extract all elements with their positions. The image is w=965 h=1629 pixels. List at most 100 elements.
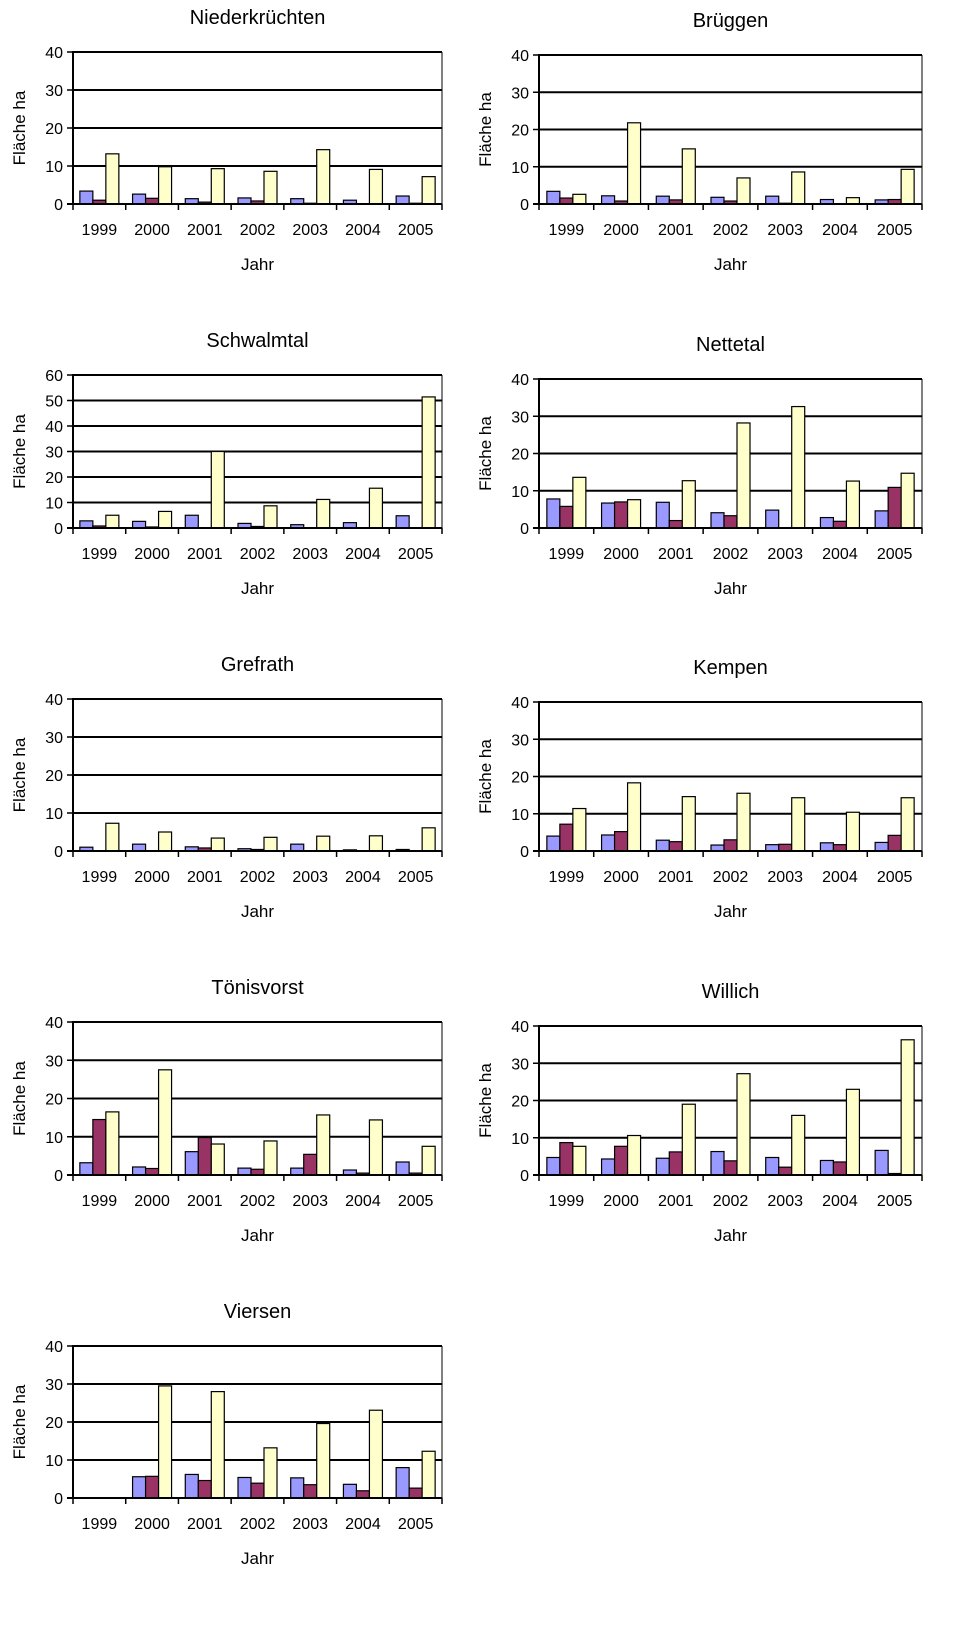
x-tick-label: 2005	[398, 1516, 434, 1533]
bar-series2-1999	[559, 505, 574, 529]
x-tick-label: 2002	[240, 1516, 276, 1533]
bar-series3-2001	[681, 1103, 696, 1176]
x-tick-label: 2003	[292, 546, 328, 563]
y-tick-label: 30	[45, 1053, 63, 1070]
chart-3: Nettetal 0 10 20 30 40 Fläche ha 1999 2000 2001 20…	[476, 334, 923, 598]
bar-series2-2004	[832, 520, 848, 529]
y-axis-label: Fläche ha	[476, 416, 495, 491]
y-tick-label: 40	[511, 372, 529, 389]
y-tick-label: 0	[54, 844, 63, 861]
x-tick-label: 2000	[603, 222, 639, 239]
bar-series3-1999	[105, 514, 120, 529]
bar-series2-2005	[887, 834, 902, 852]
bar-series3-2002	[263, 170, 278, 205]
y-tick-label: 10	[45, 1453, 63, 1470]
bar-series1-2005	[395, 1161, 410, 1176]
bar-series2-2005	[408, 1487, 423, 1499]
bar-series3-2005	[421, 827, 436, 852]
y-tick-label: 20	[45, 121, 63, 138]
bar-series3-2003	[316, 498, 331, 529]
y-tick-label: 20	[511, 1094, 529, 1111]
y-tick-label: 0	[54, 197, 63, 214]
chart-title: Kempen	[693, 657, 768, 679]
bar-series3-2002	[736, 1073, 751, 1176]
x-tick-label: 2004	[345, 1516, 381, 1533]
bar-series1-2003	[765, 509, 780, 529]
bar-series3-2005	[900, 797, 915, 852]
bar-series3-2004	[845, 1088, 861, 1176]
bar-series3-2000	[157, 166, 173, 205]
x-tick-label: 2003	[292, 1193, 328, 1210]
x-tick-label: 2002	[713, 1193, 749, 1210]
bar-series3-2005	[421, 1450, 436, 1499]
y-tick-label: 0	[520, 197, 529, 214]
bar-series3-2000	[157, 831, 173, 852]
x-tick-label: 2001	[658, 546, 694, 563]
bar-series1-2000	[600, 1158, 616, 1176]
bar-series2-2003	[778, 1166, 793, 1176]
bar-series3-1999	[105, 1111, 120, 1176]
y-tick-label: 20	[45, 1092, 63, 1109]
bar-series3-2005	[900, 472, 915, 529]
bar-series3-2004	[368, 1119, 384, 1176]
y-tick-label: 0	[54, 1168, 63, 1185]
bar-series3-2005	[900, 1039, 915, 1176]
bar-series3-2003	[316, 1422, 331, 1499]
y-tick-label: 40	[45, 1015, 63, 1032]
chart-2: Schwalmtal 0 10 20 30 40 50 60 Fläche ha 1999 2000…	[10, 330, 443, 598]
x-tick-label: 2004	[345, 222, 381, 239]
x-tick-label: 2005	[398, 222, 434, 239]
y-tick-label: 0	[520, 844, 529, 861]
x-axis-label: Jahr	[241, 255, 274, 274]
x-tick-label: 2002	[240, 1193, 276, 1210]
chart-0: Niederkrüchten 0 10 20 30 40 Fläche ha 1999 2000…	[10, 7, 443, 274]
x-tick-label: 1999	[549, 1193, 585, 1210]
y-tick-label: 30	[511, 1056, 529, 1073]
bar-series1-2004	[342, 1483, 358, 1499]
bar-series3-2002	[263, 505, 278, 529]
bar-series1-1999	[79, 520, 94, 529]
x-tick-label: 2001	[658, 222, 694, 239]
bar-series3-2000	[626, 1134, 642, 1176]
bar-series1-2000	[600, 195, 616, 205]
bar-series3-2005	[900, 168, 915, 205]
bar-series1-2003	[290, 843, 305, 852]
bar-series2-2001	[197, 1479, 212, 1499]
x-tick-label: 2000	[134, 869, 170, 886]
bar-series1-2001	[655, 839, 670, 852]
bar-series1-2001	[655, 1157, 670, 1176]
bar-series1-2002	[237, 1167, 252, 1176]
bar-series3-1999	[105, 822, 120, 852]
bar-series3-2005	[421, 396, 436, 529]
chart-6: Tönisvorst 0 10 20 30 40 Fläche ha 1999 2000 2001…	[10, 977, 443, 1245]
bar-series1-2001	[655, 501, 670, 529]
x-axis-label: Jahr	[714, 1226, 747, 1245]
bar-series1-2004	[819, 842, 835, 852]
y-tick-label: 20	[511, 770, 529, 787]
bar-series1-2005	[395, 195, 410, 205]
y-tick-label: 30	[511, 409, 529, 426]
y-tick-label: 20	[45, 470, 63, 487]
x-axis-label: Jahr	[241, 1549, 274, 1568]
y-axis-label: Fläche ha	[10, 414, 29, 489]
bar-series1-1999	[546, 835, 561, 852]
bar-series3-2003	[316, 1114, 331, 1176]
bar-series3-2001	[210, 837, 225, 852]
y-tick-label: 20	[511, 447, 529, 464]
chart-8: Viersen 0 10 20 30 40 Fläche ha 1999 2000 2001 200…	[10, 1301, 443, 1568]
x-tick-label: 2001	[187, 1516, 223, 1533]
chart-4: Grefrath 0 10 20 30 40 Fläche ha 1999 2000 2001 20…	[10, 654, 443, 921]
y-tick-label: 40	[511, 1019, 529, 1036]
x-tick-label: 2005	[877, 546, 913, 563]
bar-series3-1999	[572, 193, 587, 205]
y-tick-label: 10	[511, 484, 529, 501]
chart-title: Grefrath	[221, 654, 294, 676]
x-tick-label: 2001	[658, 869, 694, 886]
y-tick-label: 40	[511, 695, 529, 712]
x-tick-label: 2001	[658, 1193, 694, 1210]
y-tick-label: 60	[45, 368, 63, 385]
bar-series2-1999	[559, 1141, 574, 1176]
x-tick-label: 2002	[240, 546, 276, 563]
x-tick-label: 2001	[187, 1193, 223, 1210]
bar-series3-2001	[210, 1143, 225, 1176]
